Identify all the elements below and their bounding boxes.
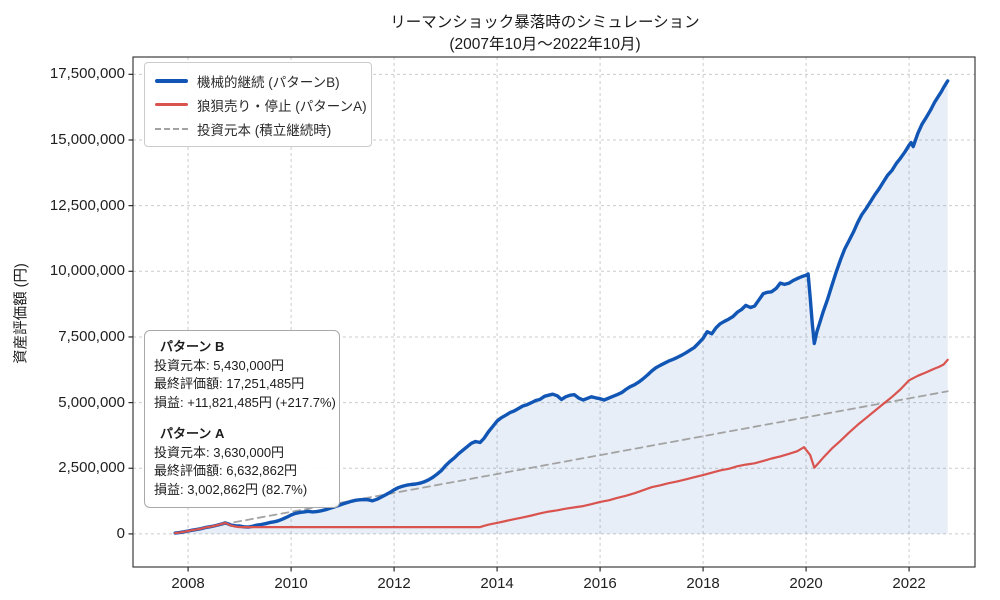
legend-item-principal: 投資元本 (積立継続時) bbox=[155, 119, 361, 138]
x-tick-label: 2010 bbox=[274, 575, 308, 592]
pattern-a-principal: 投資元本: 3,630,000円 bbox=[154, 444, 285, 460]
x-tick-label: 2020 bbox=[789, 575, 823, 592]
y-tick-label: 2,500,000 bbox=[58, 459, 125, 477]
results-annotation-box: パターン B 投資元本: 5,430,000円 最終評価額: 17,251,48… bbox=[144, 330, 340, 508]
y-tick-label: 15,000,000 bbox=[49, 130, 125, 148]
x-tick-label: 2008 bbox=[171, 575, 205, 592]
area-fill bbox=[175, 80, 948, 534]
pattern-b-title: パターン B bbox=[160, 339, 225, 354]
pattern-b-final-value: 最終評価額: 17,251,485円 bbox=[154, 376, 305, 391]
chart-title-block: リーマンショック暴落時のシミュレーション (2007年10月〜2022年10月) bbox=[140, 12, 950, 56]
y-tick-label: 0 bbox=[116, 524, 125, 542]
legend-item-pattern-a: 狼狽売り・停止 (パターンA) bbox=[155, 95, 367, 114]
x-tick-label: 2022 bbox=[892, 575, 926, 592]
y-axis-label: 資産評価額 (円) bbox=[13, 263, 30, 364]
legend-label: 投資元本 (積立継続時) bbox=[197, 122, 332, 138]
pattern-b-profit: 損益: +11,821,485円 (+217.7%) bbox=[154, 394, 336, 410]
legend-item-pattern-b: 機械的継続 (パターンB) bbox=[155, 71, 361, 90]
series-line-2 bbox=[174, 390, 949, 534]
chart-title: リーマンショック暴落時のシミュレーション bbox=[390, 14, 700, 31]
legend-swatch-red-line bbox=[155, 103, 188, 106]
legend: 機械的継続 (パターンB) 狼狽売り・停止 (パターンA) 投資元本 (積立継続… bbox=[144, 62, 372, 147]
y-tick-label: 7,500,000 bbox=[58, 327, 125, 345]
series-line-0 bbox=[173, 79, 950, 535]
y-tick-label: 17,500,000 bbox=[49, 65, 125, 83]
chart-subtitle: (2007年10月〜2022年10月) bbox=[449, 36, 641, 53]
y-tick-label: 12,500,000 bbox=[49, 196, 125, 214]
annotation-gap bbox=[154, 412, 330, 425]
y-tick-label: 10,000,000 bbox=[49, 262, 125, 280]
y-tick-label: 5,000,000 bbox=[58, 393, 125, 411]
plot-spines bbox=[132, 56, 976, 568]
pattern-a-title: パターン A bbox=[160, 426, 225, 441]
x-tick-label: 2012 bbox=[377, 575, 411, 592]
pattern-a-final-value: 最終評価額: 6,632,862円 bbox=[154, 463, 298, 478]
series-line-1 bbox=[174, 358, 949, 535]
x-tick-label: 2018 bbox=[686, 575, 720, 592]
legend-swatch-gray-dashed-line bbox=[155, 127, 188, 130]
legend-label: 狼狽売り・停止 (パターンA) bbox=[197, 98, 367, 114]
pattern-a-profit: 損益: 3,002,862円 (82.7%) bbox=[154, 481, 308, 497]
x-tick-label: 2014 bbox=[480, 575, 514, 592]
pattern-b-principal: 投資元本: 5,430,000円 bbox=[154, 357, 285, 373]
legend-label: 機械的継続 (パターンB) bbox=[197, 74, 340, 90]
legend-swatch-blue-line bbox=[155, 78, 188, 83]
x-tick-label: 2016 bbox=[583, 575, 617, 592]
